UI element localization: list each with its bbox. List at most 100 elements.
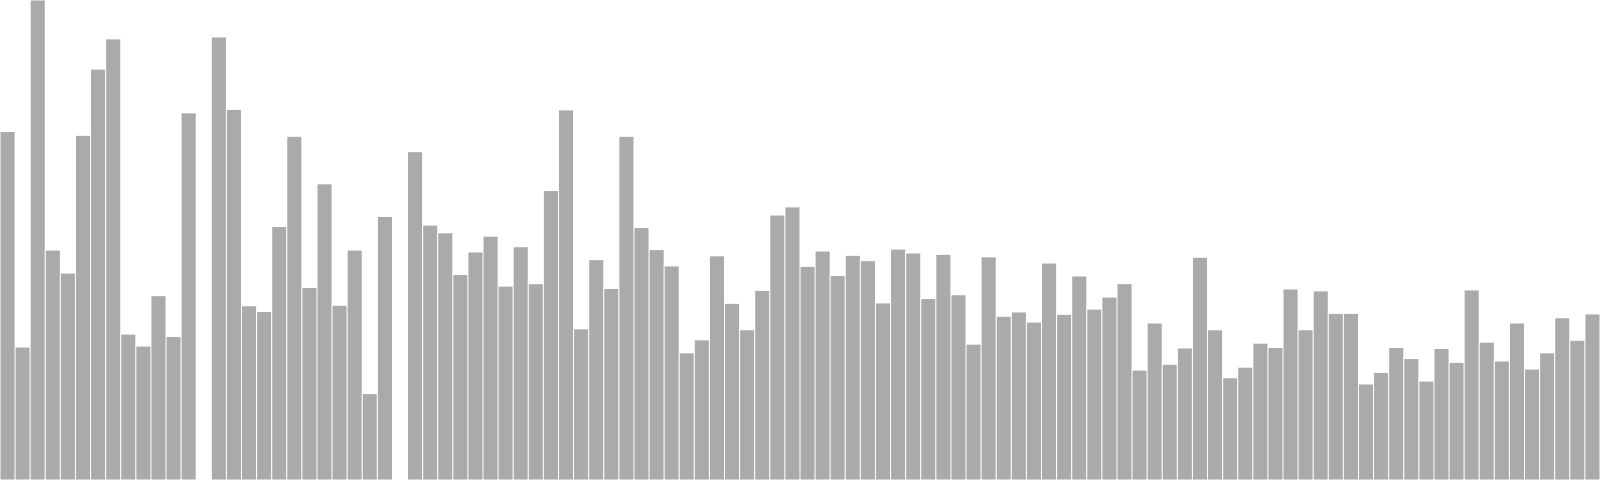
bar-72 (1086, 308, 1103, 480)
bar-98 (1478, 341, 1495, 480)
bar-2 (29, 0, 46, 480)
bar-20 (301, 287, 318, 480)
bar-88 (1327, 312, 1344, 480)
bar-51 (769, 214, 786, 480)
bar-34 (512, 246, 529, 480)
bar-24 (361, 393, 378, 480)
bar-103 (1554, 317, 1571, 480)
bar-81 (1222, 377, 1239, 480)
bar-43 (648, 249, 665, 480)
bar-63 (950, 294, 967, 480)
bar-80 (1207, 329, 1224, 480)
bar-32 (482, 235, 499, 480)
bar-18 (271, 226, 288, 480)
bar-37 (557, 109, 575, 480)
bar-16 (241, 305, 258, 480)
bar-3 (44, 249, 61, 480)
bar-62 (935, 253, 952, 480)
bar-22 (331, 304, 348, 480)
bar-55 (829, 275, 846, 480)
bar-57 (859, 260, 876, 480)
bar-105 (1584, 313, 1600, 480)
bar-0 (0, 131, 16, 480)
bar-104 (1569, 339, 1586, 480)
bar-97 (1463, 289, 1480, 480)
bar-99 (1493, 360, 1510, 480)
bar-73 (1101, 296, 1118, 480)
bar-82 (1237, 366, 1254, 480)
bar-85 (1282, 288, 1299, 480)
bar-84 (1267, 347, 1284, 480)
bar-28 (422, 224, 439, 480)
bar-12 (180, 112, 197, 480)
bar-76 (1146, 322, 1163, 480)
bar-29 (437, 232, 454, 480)
bar-40 (603, 287, 620, 480)
bar-86 (1297, 329, 1314, 480)
bar-75 (1131, 369, 1148, 480)
bar-90 (1357, 383, 1375, 480)
bar-35 (527, 283, 544, 480)
bar-101 (1524, 368, 1541, 480)
bar-94 (1418, 380, 1435, 480)
bar-14 (210, 36, 227, 480)
bar-10 (150, 295, 167, 480)
bar-87 (1312, 290, 1329, 480)
bar-42 (633, 227, 650, 480)
bar-45 (678, 352, 695, 480)
bar-46 (693, 339, 710, 480)
bar-9 (135, 345, 152, 480)
bar-54 (814, 250, 831, 480)
bar-64 (965, 343, 982, 480)
bar-67 (1010, 311, 1027, 480)
bar-7 (105, 38, 122, 480)
bar-69 (1041, 262, 1058, 480)
bar-92 (1388, 347, 1405, 480)
bar-56 (844, 254, 861, 480)
bar-41 (618, 135, 635, 480)
bar-48 (724, 302, 741, 480)
bar-1 (14, 346, 31, 480)
bar-91 (1373, 371, 1390, 480)
bar-74 (1116, 283, 1133, 480)
bar-47 (708, 255, 726, 480)
bar-33 (497, 285, 514, 480)
bar-59 (890, 248, 907, 480)
bar-53 (799, 265, 816, 480)
bar-100 (1508, 322, 1526, 480)
bar-19 (286, 135, 303, 480)
bar-65 (980, 256, 997, 480)
bar-95 (1433, 347, 1450, 480)
bar-15 (225, 108, 243, 480)
bar-60 (905, 252, 922, 480)
bar-6 (90, 68, 107, 480)
bar-27 (407, 151, 424, 480)
bar-93 (1403, 358, 1420, 480)
bar-50 (754, 289, 771, 480)
bar-78 (1176, 347, 1193, 480)
bar-49 (739, 329, 756, 480)
bar-89 (1342, 312, 1359, 480)
bar-21 (316, 183, 333, 480)
bar-30 (452, 274, 469, 480)
bar-71 (1071, 275, 1088, 480)
bar-8 (120, 333, 137, 480)
bar-96 (1448, 361, 1465, 480)
bar-68 (1025, 321, 1043, 480)
bar-66 (995, 315, 1012, 480)
bar-52 (784, 206, 801, 480)
bar-5 (74, 134, 92, 480)
bar-11 (165, 335, 182, 480)
bar-39 (588, 259, 605, 480)
bar-79 (1191, 256, 1209, 480)
bar-44 (663, 265, 680, 480)
bar-25 (376, 215, 393, 480)
bar-77 (1161, 363, 1178, 480)
bar-58 (874, 302, 892, 480)
bar-61 (920, 298, 937, 480)
bar-17 (256, 311, 273, 480)
bar-31 (467, 251, 484, 480)
bar-36 (542, 190, 559, 480)
